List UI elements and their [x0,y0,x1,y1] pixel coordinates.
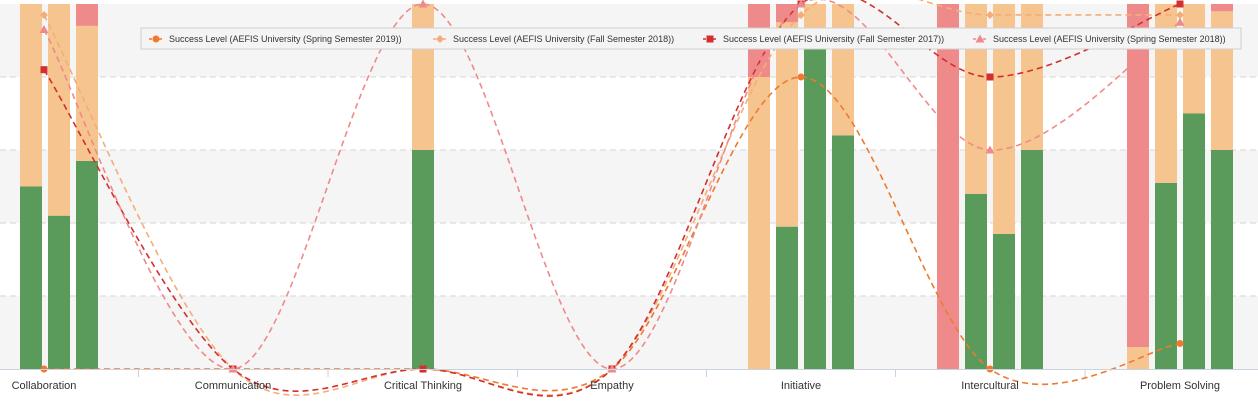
bar-segment-orange[interactable] [1021,4,1043,150]
x-tick-label: Critical Thinking [384,380,462,392]
bar-segment-green[interactable] [48,215,70,369]
legend-marker[interactable] [706,35,714,43]
bar-segment-red[interactable] [1127,4,1149,348]
bar-segment-green[interactable] [1155,182,1177,369]
series-point[interactable] [228,364,238,373]
bar-segment-orange[interactable] [776,22,798,227]
x-tick-label: Collaboration [12,380,77,392]
bar-segment-red[interactable] [76,4,98,26]
background-band [0,296,1258,369]
legend-label[interactable]: Success Level (AEFIS University (Spring … [993,34,1226,44]
bar-segment-orange[interactable] [76,25,98,161]
x-tick-label: Communication [195,380,271,392]
bar-segment-green[interactable] [776,226,798,369]
bar-segment-green[interactable] [993,233,1015,369]
series-point[interactable] [39,25,49,34]
bar-segment-green[interactable] [20,186,42,370]
series-point[interactable] [40,10,48,19]
series-line [44,76,1181,392]
x-tick-label: Empathy [590,380,634,392]
series-point[interactable] [986,73,994,81]
bar-segment-orange[interactable] [965,4,987,194]
series-point[interactable] [1176,10,1184,19]
bar-segment-green[interactable] [965,193,987,369]
bar-segment-green[interactable] [1211,150,1233,369]
bar-segment-red[interactable] [937,4,959,369]
legend-label[interactable]: Success Level (AEFIS University (Fall Se… [723,34,944,44]
series-point[interactable] [1176,339,1184,347]
bar-segment-red[interactable] [776,4,798,23]
bar-segment-orange[interactable] [48,4,70,216]
bar-segment-green[interactable] [832,135,854,369]
bar-segment-orange[interactable] [1183,4,1205,114]
series-point[interactable] [1175,17,1185,26]
series-point[interactable] [1176,0,1184,8]
bar-segment-green[interactable] [1183,113,1205,370]
series-point[interactable] [986,10,994,19]
bar-segment-orange[interactable] [832,4,854,136]
series-point[interactable] [796,0,806,8]
legend-box [140,27,1242,50]
x-tick-label: Problem Solving [1140,380,1220,392]
legend-marker[interactable] [975,34,985,43]
legend-marker[interactable] [152,35,160,43]
series-point[interactable] [985,145,995,154]
legend-marker[interactable] [436,35,444,43]
x-tick-label: Initiative [781,380,821,392]
legend-label[interactable]: Success Level (AEFIS University (Fall Se… [453,34,674,44]
bar-segment-green[interactable] [76,160,98,369]
series-point[interactable] [797,10,805,19]
bar-segment-orange[interactable] [993,4,1015,234]
series-point[interactable] [797,73,805,81]
bar-segment-orange[interactable] [412,4,434,150]
bar-segment-orange[interactable] [748,77,770,369]
bar-segment-green[interactable] [804,44,826,370]
series-point[interactable] [418,0,428,8]
bar-segment-red[interactable] [1211,4,1233,12]
series-line [43,0,1181,370]
series-point[interactable] [40,66,48,74]
bar-segment-orange[interactable] [20,4,42,187]
series-point[interactable] [607,364,617,373]
series-line [43,0,1181,397]
legend-label[interactable]: Success Level (AEFIS University (Spring … [169,34,402,44]
bar-segment-green[interactable] [1021,150,1043,369]
background-band [0,150,1258,223]
bar-segment-green[interactable] [412,150,434,369]
x-tick-label: Intercultural [961,380,1018,392]
